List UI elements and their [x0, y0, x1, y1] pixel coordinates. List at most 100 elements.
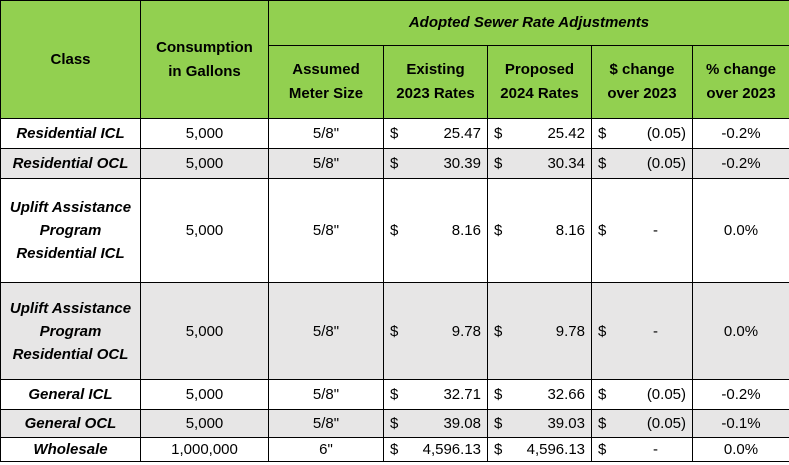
header-pct-change: % change over 2023 [692, 45, 789, 119]
existing-cell: $39.08 [383, 409, 488, 438]
header-class: Class [0, 0, 141, 119]
dollar-change-cell: $ (0.05) [591, 409, 693, 438]
currency-symbol: $ [598, 386, 607, 403]
header-pct-change-line2: over 2023 [706, 85, 776, 102]
header-group-label: Adopted Sewer Rate Adjustments [408, 14, 650, 31]
pct-change-cell: 0.0% [692, 282, 789, 380]
existing-cell: $9.78 [383, 282, 488, 380]
meter-cell: 5/8" [268, 178, 384, 283]
class-label-line3: Residential OCL [12, 345, 129, 363]
proposed-cell: $32.66 [487, 379, 592, 410]
class-cell: General OCL [0, 409, 141, 438]
currency-symbol: $ [494, 441, 503, 458]
currency-symbol: $ [598, 415, 607, 432]
consumption-cell: 5,000 [140, 178, 269, 283]
class-cell: Wholesale [0, 437, 141, 462]
currency-symbol: $ [390, 386, 399, 403]
dollar-change-cell: $ (0.05) [591, 148, 693, 179]
meter-cell: 5/8" [268, 118, 384, 149]
dollar-change-cell: $ - [591, 282, 693, 380]
currency-symbol: $ [390, 415, 399, 432]
header-meter: Assumed Meter Size [268, 45, 384, 119]
proposed-cell: $4,596.13 [487, 437, 592, 462]
class-label-line3: Residential ICL [16, 245, 125, 262]
header-existing: Existing 2023 Rates [383, 45, 488, 119]
currency-symbol: $ [390, 155, 399, 172]
existing-value: 32.71 [443, 386, 481, 403]
header-meter-line1: Assumed [292, 61, 360, 78]
currency-symbol: $ [598, 441, 607, 458]
dollar-change-value: (0.05) [646, 386, 686, 403]
class-cell: Residential ICL [0, 118, 141, 149]
existing-cell: $32.71 [383, 379, 488, 410]
existing-value: 30.39 [443, 155, 481, 172]
table-row: Uplift Assistance Program Residential IC… [0, 178, 789, 283]
consumption-cell: 5,000 [140, 282, 269, 380]
existing-cell: $4,596.13 [383, 437, 488, 462]
dollar-change-value: - [653, 441, 658, 458]
header-consumption-line2: in Gallons [168, 62, 241, 80]
header-proposed: Proposed 2024 Rates [487, 45, 592, 119]
pct-change-cell: -0.2% [692, 148, 789, 179]
consumption-cell: 5,000 [140, 118, 269, 149]
currency-symbol: $ [494, 222, 503, 239]
dollar-change-cell: $ (0.05) [591, 379, 693, 410]
consumption-cell: 5,000 [140, 148, 269, 179]
table-row: Residential ICL 5,000 5/8" $25.47 $25.42… [0, 118, 789, 149]
header-proposed-line2: 2024 Rates [500, 85, 579, 102]
dollar-change-value: (0.05) [646, 415, 686, 432]
currency-symbol: $ [494, 415, 503, 432]
class-label: Residential ICL [16, 125, 125, 142]
dollar-change-cell: $ - [591, 178, 693, 283]
currency-symbol: $ [598, 222, 607, 239]
pct-change-cell: -0.1% [692, 409, 789, 438]
pct-change-cell: 0.0% [692, 437, 789, 462]
currency-symbol: $ [390, 441, 399, 458]
dollar-change-value: - [653, 222, 658, 239]
table-row: General OCL 5,000 5/8" $39.08 $39.03 $ (0… [0, 409, 789, 438]
class-label: Residential OCL [12, 155, 129, 172]
proposed-value: 30.34 [547, 155, 585, 172]
existing-value: 9.78 [451, 322, 481, 340]
proposed-value: 4,596.13 [526, 441, 585, 458]
proposed-cell: $30.34 [487, 148, 592, 179]
header-pct-change-line1: % change [705, 61, 777, 78]
class-cell: Residential OCL [0, 148, 141, 179]
currency-symbol: $ [494, 125, 503, 142]
table-row: Wholesale 1,000,000 6" $4,596.13 $4,596.… [0, 437, 789, 462]
header-consumption-line1: Consumption [156, 38, 253, 56]
header-meter-line2: Meter Size [288, 85, 364, 102]
currency-symbol: $ [598, 322, 607, 340]
class-label-line1: Uplift Assistance [9, 199, 132, 216]
table-row: Residential OCL 5,000 5/8" $30.39 $30.34… [0, 148, 789, 179]
proposed-cell: $8.16 [487, 178, 592, 283]
class-label-line2: Program [39, 222, 102, 239]
currency-symbol: $ [494, 386, 503, 403]
currency-symbol: $ [598, 155, 607, 172]
proposed-value: 25.42 [547, 125, 585, 142]
dollar-change-cell: $ - [591, 437, 693, 462]
consumption-cell: 5,000 [140, 379, 269, 410]
existing-cell: $30.39 [383, 148, 488, 179]
dollar-change-value: (0.05) [646, 125, 686, 142]
meter-cell: 6" [268, 437, 384, 462]
class-cell: Uplift Assistance Program Residential OC… [0, 282, 141, 380]
table-row: Uplift Assistance Program Residential OC… [0, 282, 789, 380]
header-existing-line2: 2023 Rates [396, 85, 475, 102]
proposed-value: 32.66 [547, 386, 585, 403]
meter-cell: 5/8" [268, 282, 384, 380]
header-proposed-line1: Proposed [504, 61, 575, 78]
meter-cell: 5/8" [268, 148, 384, 179]
class-label: Wholesale [33, 441, 108, 458]
existing-cell: $8.16 [383, 178, 488, 283]
currency-symbol: $ [390, 222, 399, 239]
class-cell: Uplift Assistance Program Residential IC… [0, 178, 141, 283]
pct-change-cell: -0.2% [692, 118, 789, 149]
currency-symbol: $ [390, 322, 399, 340]
header-class-label: Class [50, 50, 91, 68]
proposed-cell: $39.03 [487, 409, 592, 438]
meter-cell: 5/8" [268, 409, 384, 438]
header-existing-line1: Existing [406, 61, 465, 78]
class-label-line2: Program [39, 322, 102, 340]
